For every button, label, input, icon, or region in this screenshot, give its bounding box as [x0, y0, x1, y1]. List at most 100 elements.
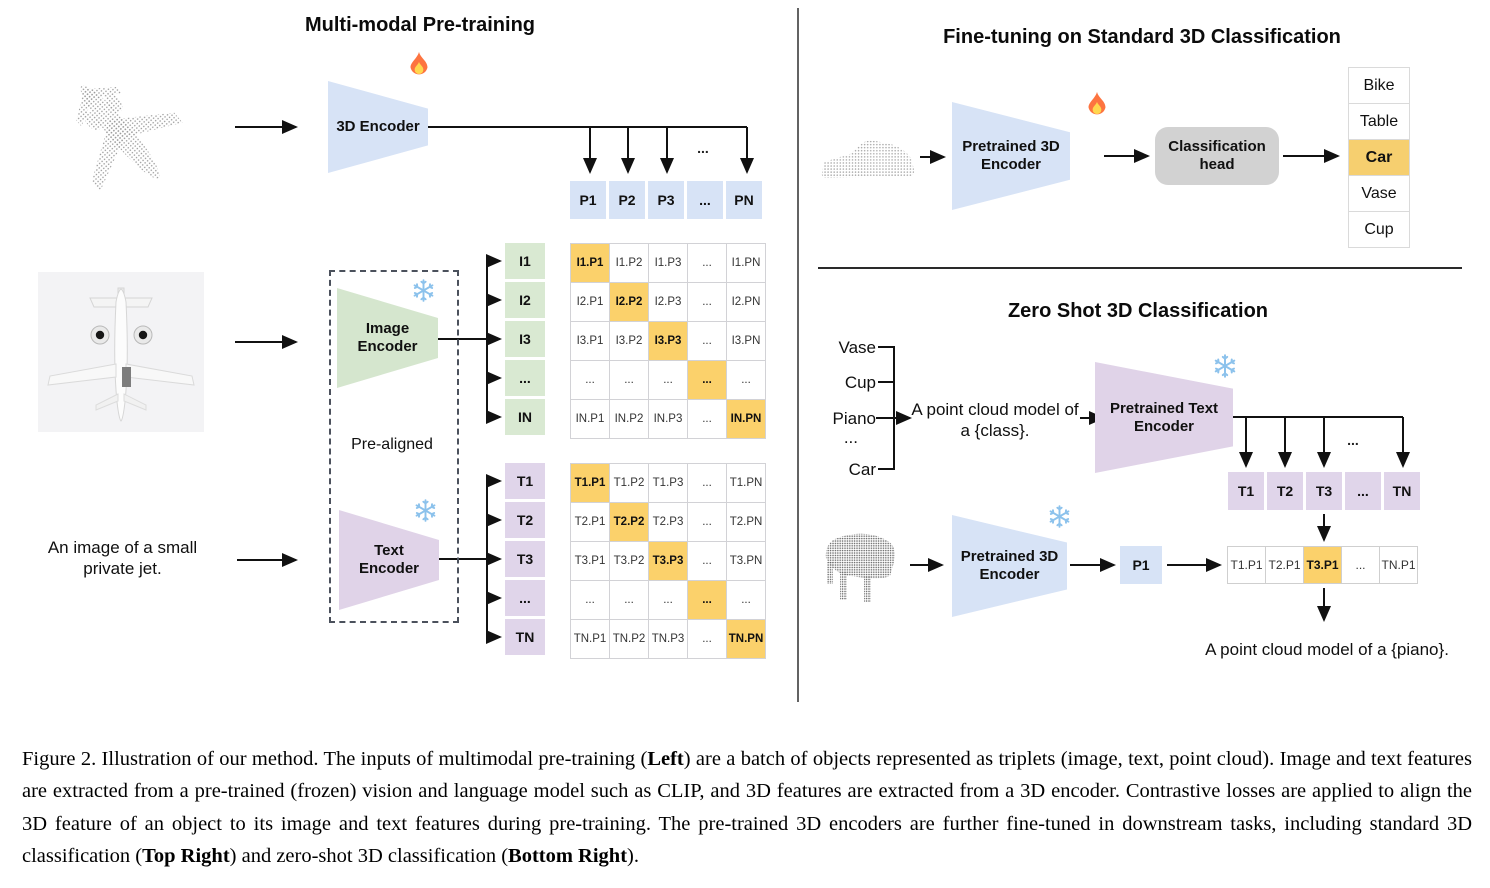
matrix-cell: ... — [727, 361, 766, 400]
cell: Cup — [1348, 211, 1410, 248]
matrix-cell: ... — [649, 361, 688, 400]
cell: IN — [505, 399, 545, 435]
matrix-cell: I2.PN — [727, 283, 766, 322]
t-col: T1 T2 T3... TN — [505, 463, 545, 655]
zs-pretrained-3d-encoder-label: Pretrained 3D — [960, 548, 1059, 565]
matrix-cell: IN.P3 — [649, 400, 688, 439]
matrix-cell: T2.PN — [727, 503, 766, 542]
caption-bold-segment: Top Right — [142, 845, 230, 867]
snowflake-icon — [1046, 503, 1073, 530]
cell: T2 — [1267, 472, 1303, 510]
matrix-cell: TN.P3 — [649, 620, 688, 659]
finetune-title: Fine-tuning on Standard 3D Classificatio… — [943, 26, 1341, 48]
cell: PN — [726, 181, 762, 219]
cell: T3.P1 — [1303, 546, 1342, 584]
sim-row: T1.P1 T2.P1 T3.P1... TN.P1 — [1227, 546, 1418, 584]
class-label: Piano — [832, 409, 876, 428]
cell: I1 — [505, 243, 545, 279]
cell: ... — [687, 181, 723, 219]
prompt-text: A point cloud model of a {class}. — [911, 400, 1079, 440]
cell: P3 — [648, 181, 684, 219]
cell: ... — [1345, 472, 1381, 510]
snowflake-icon — [1211, 352, 1239, 380]
matrix-cell: ... — [610, 581, 649, 620]
matrix-cell: I1.P1 — [571, 244, 610, 283]
pretrained-3d-encoder-trapezoid: Pretrained 3D Encoder — [952, 102, 1070, 210]
matrix-cell: ... — [688, 581, 727, 620]
matrix-cell: IN.P2 — [610, 400, 649, 439]
caption-segment: ) are a batch of objects represented as … — [22, 747, 1472, 868]
matrix-cell: T1.P1 — [571, 464, 610, 503]
jet-render — [47, 287, 195, 422]
p-row: P1 P2 P3... PN — [570, 181, 762, 219]
matrix-cell: I2.P2 — [610, 283, 649, 322]
matrix-cell: ... — [688, 542, 727, 581]
class-label: Vase — [838, 338, 877, 357]
matrix-cell: I3.P2 — [610, 322, 649, 361]
class-label: Cup — [844, 373, 876, 392]
pre-aligned-box — [329, 270, 459, 623]
matrix-cell: T3.PN — [727, 542, 766, 581]
matrix-cell: ... — [727, 581, 766, 620]
car-point-cloud — [821, 140, 915, 178]
matrix-cell: ... — [688, 400, 727, 439]
matrix-cell: IN.PN — [727, 400, 766, 439]
zs-t-row: T1 T2 T3... TN — [1228, 472, 1420, 510]
caption-bold-segment: Left — [647, 747, 684, 770]
class-list: Bike Table Car Vase Cup — [1348, 67, 1410, 248]
class-label: Car — [848, 460, 876, 479]
matrix-cell: IN.P1 — [571, 400, 610, 439]
cell: Car — [1348, 139, 1410, 176]
cell: T1 — [505, 463, 545, 499]
cell: T1 — [1228, 472, 1264, 510]
airplane-point-cloud — [76, 85, 183, 192]
matrix-cell: ... — [571, 581, 610, 620]
matrix-cell: T3.P3 — [649, 542, 688, 581]
cell: TN.P1 — [1379, 546, 1418, 584]
ellipsis-branches: ... — [1347, 432, 1359, 448]
caption-segment: ) and zero-shot 3D classification ( — [229, 845, 509, 867]
matrix-cell: T2.P1 — [571, 503, 610, 542]
cell: Vase — [1348, 175, 1410, 212]
3d-encoder-label: 3D Encoder — [336, 118, 420, 135]
3d-encoder-trapezoid: 3D Encoder — [328, 81, 428, 173]
figure-caption: Figure 2. Illustration of our method. Th… — [22, 743, 1472, 873]
jet-photo — [38, 272, 204, 432]
text-input: An image of a small private jet. — [47, 538, 198, 578]
class-label-ellipsis: ... — [843, 428, 858, 447]
cell: T2 — [505, 502, 545, 538]
cell: ... — [505, 580, 545, 616]
snowflake-icon — [410, 277, 437, 304]
caption-bold-segment: Bottom Right — [508, 845, 628, 867]
matrix-cell: ... — [610, 361, 649, 400]
matrix-cell: ... — [688, 361, 727, 400]
piano-point-cloud — [825, 533, 895, 602]
cell: P2 — [609, 181, 645, 219]
pretrained-text-encoder-label: Pretrained Text — [1109, 399, 1219, 417]
matrix-cell: ... — [571, 361, 610, 400]
image-encoder-label: Image — [365, 320, 410, 337]
matrix-cell: TN.P2 — [610, 620, 649, 659]
matrix-cell: ... — [688, 503, 727, 542]
text-encoder-label: Text — [374, 542, 404, 559]
matrix-cell: ... — [688, 464, 727, 503]
text-matrix: T1.P1 T1.P2 T1.P3... T1.PN T2.P1 T2.P2 T2.P3..… — [570, 463, 766, 659]
zeroshot-title: Zero Shot 3D Classification — [1007, 300, 1269, 322]
matrix-cell: I1.P2 — [610, 244, 649, 283]
classification-head: Classification head — [1155, 127, 1279, 185]
cell: TN — [505, 619, 545, 655]
pre-aligned-label: Pre-aligned — [351, 436, 433, 453]
fire-icon — [1088, 91, 1106, 115]
i-col: I1 I2 I3... IN — [505, 243, 545, 435]
classification-head-label: Classification — [1168, 138, 1266, 155]
matrix-cell: ... — [688, 283, 727, 322]
matrix-cell: T3.P1 — [571, 542, 610, 581]
p1-cell: P1 — [1120, 546, 1162, 584]
matrix-cell: ... — [649, 581, 688, 620]
matrix-cell: TN.PN — [727, 620, 766, 659]
cell: Table — [1348, 103, 1410, 140]
cell: T2.P1 — [1265, 546, 1304, 584]
result-prompt: A point cloud model of a {piano}. — [1205, 640, 1449, 659]
matrix-cell: T1.PN — [727, 464, 766, 503]
